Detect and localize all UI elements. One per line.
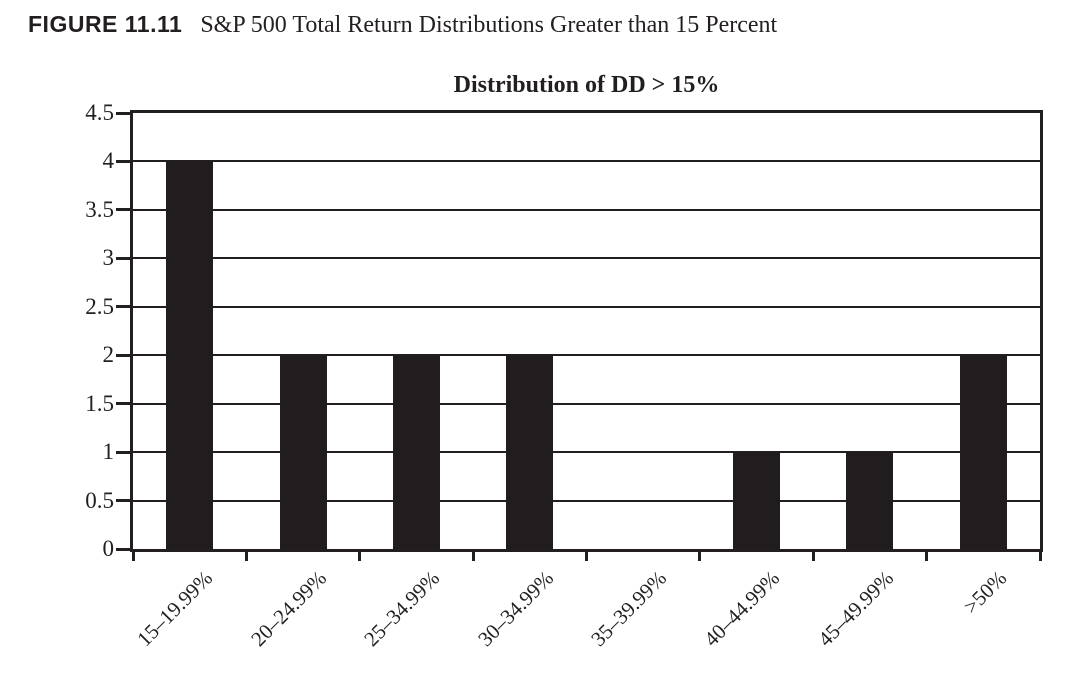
x-axis-label: 20–24.99%	[246, 566, 332, 652]
y-axis-label: 4.5	[85, 100, 114, 125]
gridline	[133, 354, 1040, 357]
gridline	[133, 402, 1040, 405]
x-axis-label: 25–34.99%	[359, 566, 445, 652]
bar	[959, 355, 1007, 549]
bar	[506, 355, 554, 549]
x-axis-label: >50%	[958, 566, 1012, 619]
y-axis-label: 1	[102, 439, 115, 465]
y-axis-tick	[116, 256, 133, 260]
figure-label: FIGURE 11.11	[28, 11, 183, 37]
gridline	[133, 499, 1040, 502]
x-axis-label: 30–34.99%	[472, 566, 558, 652]
gridline	[133, 451, 1040, 454]
y-axis-tick	[116, 353, 133, 357]
y-axis-label: 3.5	[85, 196, 114, 222]
x-axis-tick	[244, 552, 248, 561]
y-axis-tick	[116, 450, 133, 454]
x-axis-tick	[585, 552, 588, 561]
x-axis-tick	[358, 552, 362, 561]
gridline	[133, 305, 1040, 308]
x-axis-tick	[131, 552, 135, 561]
y-axis-tick	[116, 159, 133, 163]
y-axis-label: 1.5	[85, 390, 114, 416]
x-axis-label: 45–49.99%	[812, 566, 898, 652]
bar	[846, 452, 894, 549]
y-axis-tick	[116, 547, 133, 551]
x-axis-label: 15–19.99%	[132, 566, 218, 652]
y-axis-tick	[116, 499, 133, 503]
bar	[279, 355, 327, 549]
y-axis-label: 3	[102, 245, 115, 271]
gridline	[133, 208, 1040, 211]
y-axis-tick	[116, 305, 133, 309]
y-axis-tick	[116, 208, 133, 212]
y-axis-label: 2.5	[85, 293, 114, 319]
y-axis-label: 0.5	[85, 487, 114, 513]
bar	[392, 355, 440, 549]
y-axis-label: 0	[102, 536, 115, 561]
y-axis-tick	[116, 402, 133, 406]
bar	[733, 452, 781, 549]
x-axis-tick	[698, 552, 702, 561]
x-axis-label: 35–39.99%	[586, 566, 672, 652]
chart-title: Distribution of DD > 15%	[453, 72, 720, 98]
y-axis-label: 4	[102, 148, 115, 174]
y-axis-label: 2	[102, 342, 115, 368]
x-axis-label: 40–44.99%	[699, 566, 785, 652]
figure-caption-text: S&P 500 Total Return Distributions Great…	[200, 12, 778, 38]
figure-caption: FIGURE 11.11 S&P 500 Total Return Distrib…	[28, 11, 777, 39]
gridline	[133, 257, 1040, 260]
y-axis-tick	[116, 111, 133, 115]
plot-frame	[130, 110, 1043, 552]
gridline	[133, 160, 1040, 163]
x-axis-tick	[1038, 552, 1042, 561]
x-axis-tick	[925, 552, 929, 561]
x-axis-tick	[811, 552, 815, 561]
x-axis-tick	[471, 552, 475, 561]
bar	[166, 161, 214, 549]
